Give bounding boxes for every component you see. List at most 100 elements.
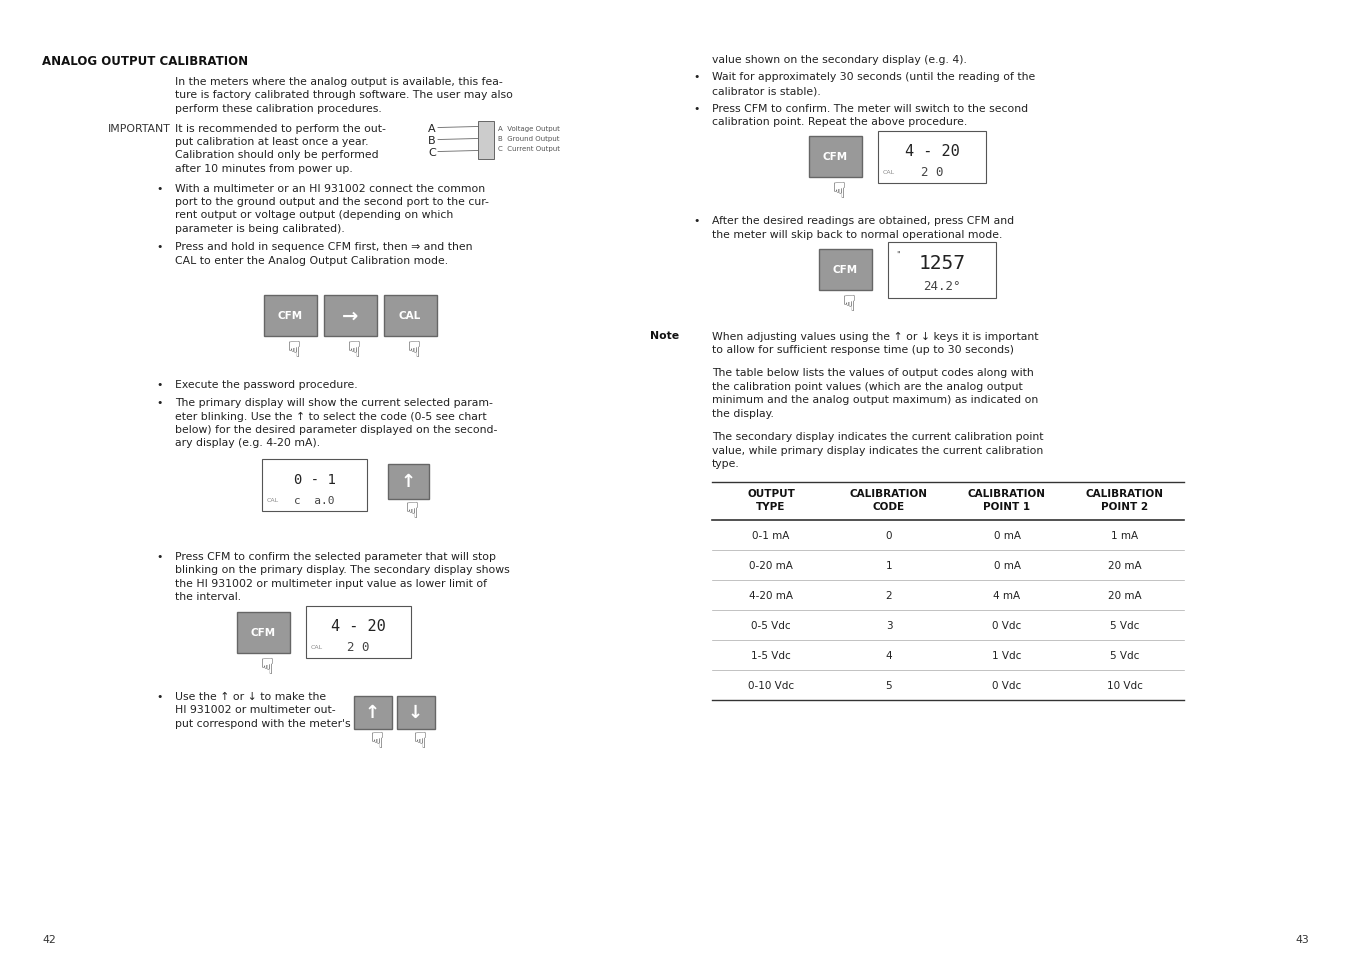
Text: 4 - 20: 4 - 20 <box>331 618 386 634</box>
Text: parameter is being calibrated).: parameter is being calibrated). <box>176 224 345 233</box>
Text: ☞: ☞ <box>405 729 426 749</box>
FancyBboxPatch shape <box>388 464 428 499</box>
Text: ☞: ☞ <box>835 294 855 314</box>
Text: ↓: ↓ <box>408 703 423 721</box>
Text: ☞: ☞ <box>340 339 359 359</box>
Text: ↑: ↑ <box>400 473 416 491</box>
Text: 4 mA: 4 mA <box>993 590 1020 600</box>
Bar <box>878 132 986 183</box>
Text: CODE: CODE <box>873 501 905 512</box>
Text: 0-5 Vdc: 0-5 Vdc <box>751 620 790 630</box>
Text: value shown on the secondary display (e.g. 4).: value shown on the secondary display (e.… <box>712 55 967 65</box>
Text: CAL: CAL <box>311 644 323 649</box>
Text: ☞: ☞ <box>400 339 420 359</box>
Text: B  Ground Output: B Ground Output <box>499 135 559 141</box>
Text: eter blinking. Use the ↑ to select the code (0-5 see chart: eter blinking. Use the ↑ to select the c… <box>176 411 486 421</box>
FancyBboxPatch shape <box>323 295 377 336</box>
Text: Press and hold in sequence CFM first, then ⇒ and then: Press and hold in sequence CFM first, th… <box>176 242 473 253</box>
Text: Use the ↑ or ↓ to make the: Use the ↑ or ↓ to make the <box>176 691 326 701</box>
Text: C: C <box>428 148 436 157</box>
Text: ↑: ↑ <box>365 703 380 721</box>
Text: CFM: CFM <box>250 627 276 638</box>
Text: Press CFM to confirm. The meter will switch to the second: Press CFM to confirm. The meter will swi… <box>712 103 1028 113</box>
Text: •: • <box>157 552 163 561</box>
Text: Execute the password procedure.: Execute the password procedure. <box>176 380 358 390</box>
Text: below) for the desired parameter displayed on the second-: below) for the desired parameter display… <box>176 424 497 435</box>
Text: The secondary display indicates the current calibration point: The secondary display indicates the curr… <box>712 432 1043 442</box>
Text: port to the ground output and the second port to the cur-: port to the ground output and the second… <box>176 196 489 207</box>
Text: ": " <box>896 251 900 259</box>
Text: POINT 2: POINT 2 <box>1101 501 1148 512</box>
Text: perform these calibration procedures.: perform these calibration procedures. <box>176 104 382 113</box>
Text: •: • <box>157 183 163 193</box>
Text: calibration point. Repeat the above procedure.: calibration point. Repeat the above proc… <box>712 117 967 127</box>
Text: C  Current Output: C Current Output <box>499 146 561 152</box>
Text: ☞: ☞ <box>253 656 273 676</box>
FancyBboxPatch shape <box>384 295 436 336</box>
Text: •: • <box>157 397 163 408</box>
Text: 0-1 mA: 0-1 mA <box>753 531 790 540</box>
Text: •: • <box>157 380 163 390</box>
Text: The table below lists the values of output codes along with: The table below lists the values of outp… <box>712 368 1034 378</box>
Text: Wait for approximately 30 seconds (until the reading of the: Wait for approximately 30 seconds (until… <box>712 72 1035 82</box>
Text: With a multimeter or an HI 931002 connect the common: With a multimeter or an HI 931002 connec… <box>176 183 485 193</box>
Text: the meter will skip back to normal operational mode.: the meter will skip back to normal opera… <box>712 230 1002 240</box>
Text: 5: 5 <box>886 680 892 690</box>
Text: 0 mA: 0 mA <box>993 531 1020 540</box>
Text: 1: 1 <box>886 560 892 571</box>
Text: •: • <box>693 216 700 226</box>
Bar <box>888 242 996 298</box>
Text: 0 Vdc: 0 Vdc <box>993 620 1021 630</box>
Text: blinking on the primary display. The secondary display shows: blinking on the primary display. The sec… <box>176 565 509 575</box>
Text: put calibration at least once a year.: put calibration at least once a year. <box>176 137 369 147</box>
Text: The primary display will show the current selected param-: The primary display will show the curren… <box>176 397 493 408</box>
Text: c  a.0: c a.0 <box>295 495 335 505</box>
Text: 20 mA: 20 mA <box>1108 560 1142 571</box>
Text: 4: 4 <box>886 650 892 660</box>
Text: •: • <box>157 242 163 253</box>
FancyBboxPatch shape <box>396 696 435 729</box>
Text: CALIBRATION: CALIBRATION <box>1086 489 1165 498</box>
Text: ANALOG OUTPUT CALIBRATION: ANALOG OUTPUT CALIBRATION <box>42 55 249 68</box>
Text: 0 - 1: 0 - 1 <box>293 473 335 486</box>
Text: Calibration should only be performed: Calibration should only be performed <box>176 151 378 160</box>
Text: calibrator is stable).: calibrator is stable). <box>712 86 821 96</box>
Bar <box>305 606 411 659</box>
Text: value, while primary display indicates the current calibration: value, while primary display indicates t… <box>712 446 1043 456</box>
Text: CFM: CFM <box>277 312 303 321</box>
FancyBboxPatch shape <box>263 295 316 336</box>
FancyBboxPatch shape <box>808 137 862 178</box>
Text: 5 Vdc: 5 Vdc <box>1111 620 1140 630</box>
Text: CALIBRATION: CALIBRATION <box>969 489 1046 498</box>
Text: 2 0: 2 0 <box>921 166 943 178</box>
Text: 0 Vdc: 0 Vdc <box>993 680 1021 690</box>
Text: After the desired readings are obtained, press CFM and: After the desired readings are obtained,… <box>712 216 1015 226</box>
Text: •: • <box>157 691 163 701</box>
Text: 2: 2 <box>886 590 892 600</box>
Text: IMPORTANT: IMPORTANT <box>108 123 170 133</box>
Text: TYPE: TYPE <box>757 501 786 512</box>
Text: 20 mA: 20 mA <box>1108 590 1142 600</box>
Text: •: • <box>693 103 700 113</box>
Text: •: • <box>693 72 700 82</box>
Text: 4-20 mA: 4-20 mA <box>748 590 793 600</box>
Text: 0-10 Vdc: 0-10 Vdc <box>748 680 794 690</box>
Text: A  Voltage Output: A Voltage Output <box>499 126 559 132</box>
Text: minimum and the analog output maximum) as indicated on: minimum and the analog output maximum) a… <box>712 395 1039 405</box>
Text: CAL to enter the Analog Output Calibration mode.: CAL to enter the Analog Output Calibrati… <box>176 255 449 266</box>
Text: CAL: CAL <box>399 312 422 321</box>
Text: put correspond with the meter's: put correspond with the meter's <box>176 719 351 728</box>
Text: 5 Vdc: 5 Vdc <box>1111 650 1140 660</box>
Text: the interval.: the interval. <box>176 592 240 602</box>
Text: after 10 minutes from power up.: after 10 minutes from power up. <box>176 164 353 173</box>
Text: 1 Vdc: 1 Vdc <box>993 650 1021 660</box>
Text: 2 0: 2 0 <box>347 640 370 654</box>
Text: 3: 3 <box>886 620 892 630</box>
Text: OUTPUT: OUTPUT <box>747 489 794 498</box>
Text: the calibration point values (which are the analog output: the calibration point values (which are … <box>712 381 1023 392</box>
FancyBboxPatch shape <box>819 250 871 291</box>
Text: Press CFM to confirm the selected parameter that will stop: Press CFM to confirm the selected parame… <box>176 552 496 561</box>
Text: CAL: CAL <box>884 170 896 174</box>
Text: It is recommended to perform the out-: It is recommended to perform the out- <box>176 123 386 133</box>
Text: to allow for sufficient response time (up to 30 seconds): to allow for sufficient response time (u… <box>712 345 1015 355</box>
